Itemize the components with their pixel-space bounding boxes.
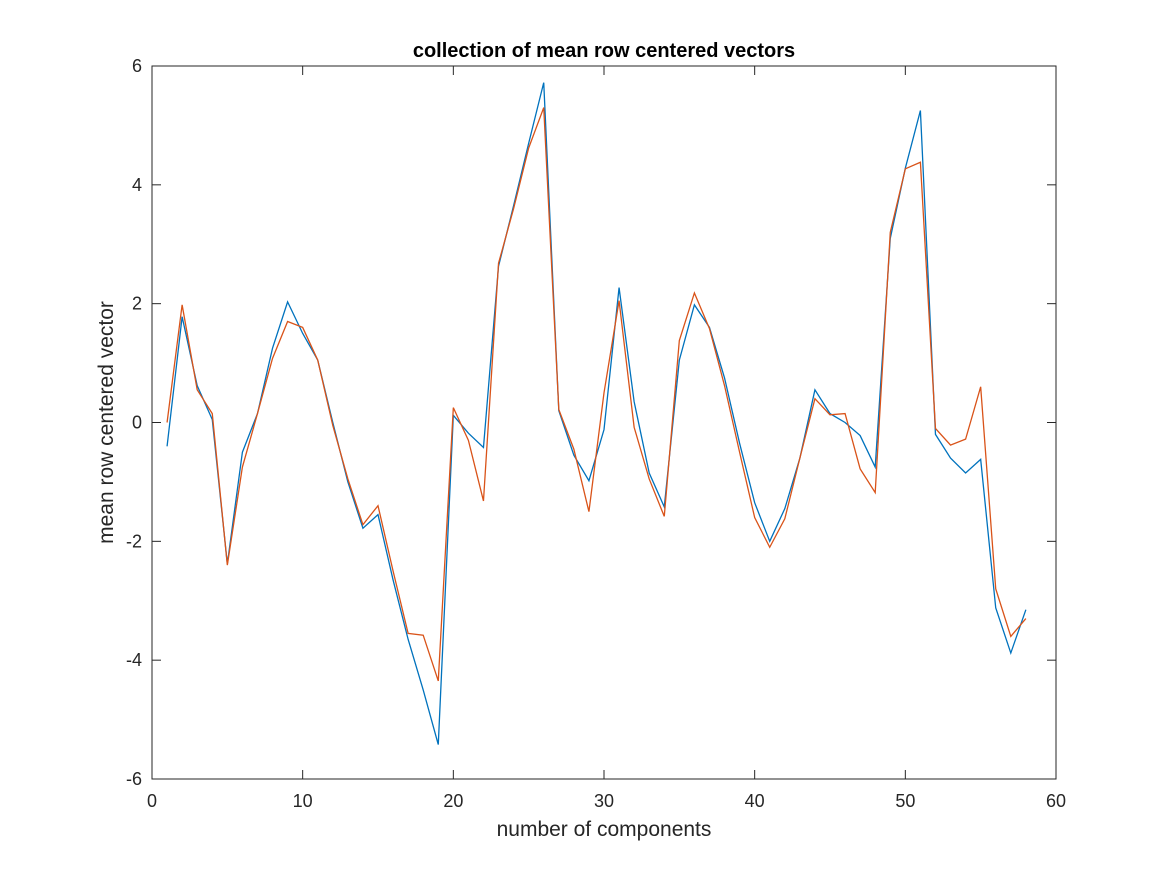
y-tick-label: -4 [126,650,142,670]
y-tick-label: 0 [132,413,142,433]
y-tick-label: -6 [126,769,142,789]
y-axis-label: mean row centered vector [95,301,118,544]
series-layer [166,82,1027,745]
x-tick-label: 10 [293,791,313,811]
x-axis-label: number of components [497,818,712,841]
ticks-layer: 0 10 20 30 40 50 60 -6 -4 -2 0 2 4 6 [126,56,1066,811]
y-tick-label: 2 [132,294,142,314]
y-tick-label: 6 [132,56,142,76]
plot-area [152,66,1056,779]
x-tick-label: 0 [147,791,157,811]
y-tick-label: 4 [132,175,142,195]
x-tick-label: 60 [1046,791,1066,811]
series-line-2 [166,107,1027,682]
chart-title: collection of mean row centered vectors [413,40,795,62]
x-tick-label: 20 [443,791,463,811]
x-tick-label: 50 [895,791,915,811]
x-tick-label: 30 [594,791,614,811]
y-tick-label: -2 [126,531,142,551]
x-tick-label: 40 [745,791,765,811]
